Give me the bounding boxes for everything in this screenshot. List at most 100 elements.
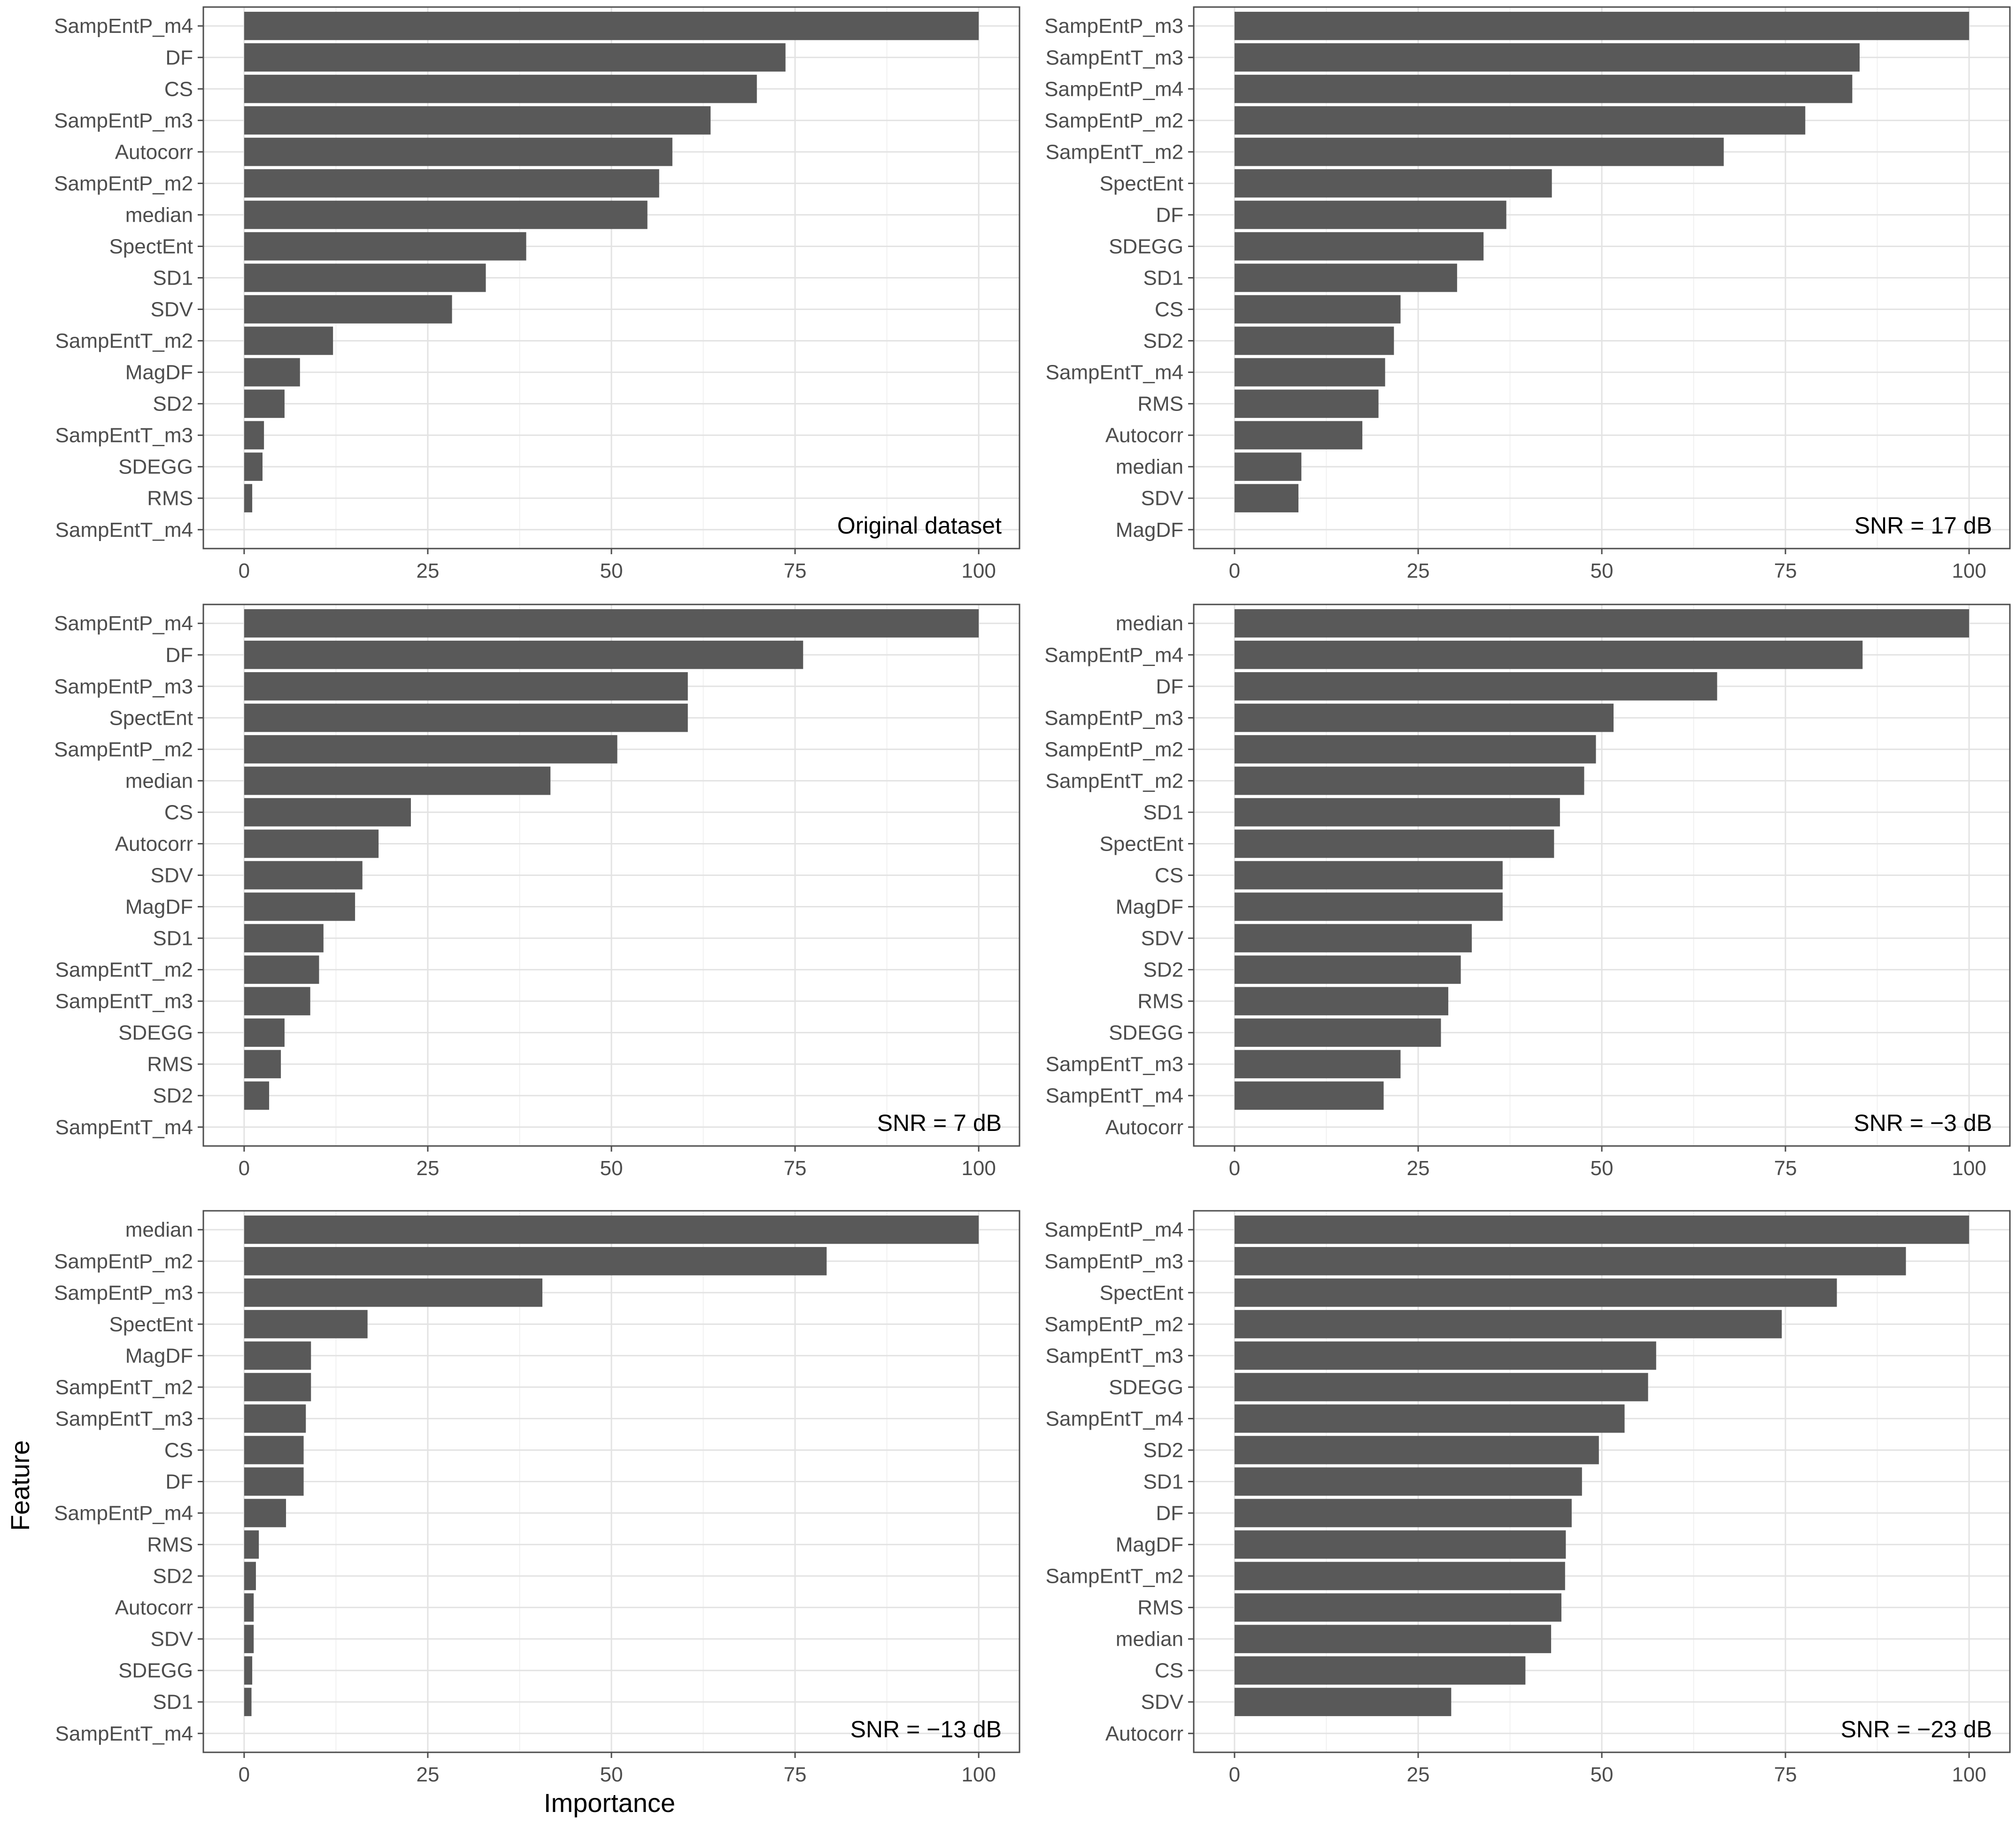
bar-SampEntT_m3 (1234, 1341, 1656, 1370)
bar-SampEntP_m2 (1234, 106, 1806, 135)
category-label: SDV (1141, 487, 1184, 510)
category-label: DF (165, 643, 193, 666)
category-label: SampEntP_m4 (54, 1502, 193, 1525)
category-label: SampEntT_m4 (55, 519, 193, 542)
x-tick-label: 100 (961, 559, 996, 582)
category-label: RMS (147, 487, 193, 510)
category-label: Autocorr (1105, 1722, 1183, 1745)
bar-median (244, 201, 648, 229)
category-label: RMS (1137, 1596, 1183, 1619)
bar-DF (1234, 201, 1506, 229)
panel-1: 0 25 50 75 100 SampEntP_m4 DF CS SampEntP_m3 Auto… (54, 6, 1020, 582)
category-label: SD1 (153, 1691, 193, 1714)
category-label: SDEGG (118, 1659, 193, 1682)
category-label: SampEntP_m4 (1044, 1218, 1183, 1241)
bar-SpectEnt (244, 232, 526, 261)
bar-SD1 (244, 1688, 252, 1716)
bar-SampEntP_m4 (1234, 1215, 1970, 1244)
bar-SDEGG (1234, 232, 1484, 261)
panel-label: SNR = −3 dB (1854, 1110, 1992, 1136)
bar-SampEntT_m2 (244, 955, 319, 984)
bar-SD1 (1234, 1467, 1582, 1496)
bar-SD1 (244, 263, 486, 292)
bar-SampEntT_m4 (1234, 358, 1385, 387)
category-label: DF (165, 46, 193, 69)
bar-DF (1234, 1499, 1572, 1527)
category-label: median (1116, 456, 1183, 479)
bar-CS (1234, 861, 1503, 890)
bar-SpectEnt (244, 1310, 368, 1339)
x-tick-label: 0 (239, 559, 250, 582)
bar-SampEntP_m2 (1234, 735, 1596, 764)
category-label: SD1 (1143, 267, 1183, 290)
panel-border (202, 1210, 1020, 1753)
category-label: SDEGG (1109, 1022, 1183, 1045)
panel-border (1193, 604, 2011, 1147)
bar-SampEntP_m3 (244, 1278, 542, 1307)
category-label: SampEntP_m3 (1044, 15, 1183, 38)
bar-DF (244, 1467, 304, 1496)
category-label: Autocorr (115, 832, 193, 855)
x-tick-label: 25 (416, 1763, 439, 1786)
bar-SD1 (1234, 798, 1560, 827)
category-label: SampEntP_m3 (1044, 1250, 1183, 1273)
bar-RMS (244, 1530, 259, 1559)
bar-SampEntT_m2 (1234, 1562, 1565, 1590)
bar-median (1234, 452, 1302, 481)
category-label: SampEntT_m3 (1046, 1344, 1183, 1367)
category-label: median (125, 769, 193, 792)
category-label: DF (1156, 675, 1183, 698)
bar-median (1234, 1625, 1552, 1653)
bar-SampEntP_m2 (244, 169, 659, 198)
category-label: median (125, 1218, 193, 1241)
category-label: SpectEnt (1099, 832, 1183, 855)
category-label: SampEntT_m2 (55, 330, 193, 353)
bar-SDV (1234, 484, 1298, 512)
x-tick-label: 0 (1229, 1763, 1240, 1786)
bar-SampEntT_m3 (244, 987, 310, 1015)
x-tick-label: 50 (1591, 1157, 1614, 1180)
category-label: SDV (1141, 1691, 1184, 1714)
x-tick-label: 50 (1591, 559, 1614, 582)
bar-SampEntP_m3 (244, 106, 711, 135)
category-label: SD1 (1143, 801, 1183, 824)
x-tick-label: 25 (1406, 1763, 1429, 1786)
panel-label: SNR = −13 dB (850, 1716, 1002, 1742)
bar-Autocorr (244, 138, 672, 166)
category-label: SampEntP_m2 (54, 738, 193, 761)
category-label: CS (164, 801, 193, 824)
bar-CS (244, 1436, 304, 1464)
x-tick-label: 100 (1952, 559, 1986, 582)
category-label: median (125, 203, 193, 226)
category-label: RMS (147, 1053, 193, 1076)
x-tick-label: 25 (1406, 1157, 1429, 1180)
bar-SampEntT_m4 (1234, 1081, 1384, 1110)
category-label: SampEntP_m4 (54, 612, 193, 635)
category-label: SD2 (153, 1084, 193, 1107)
category-label: SDEGG (1109, 235, 1183, 258)
bar-SD2 (1234, 1436, 1599, 1464)
panel-border (1193, 1210, 2011, 1753)
bar-RMS (244, 484, 253, 512)
x-tick-label: 100 (1952, 1763, 1986, 1786)
category-label: MagDF (125, 361, 193, 384)
y-axis-title: Feature (5, 1440, 35, 1531)
bar-SampEntT_m3 (1234, 43, 1860, 72)
bar-SampEntT_m2 (244, 326, 333, 355)
category-label: SampEntP_m4 (1044, 643, 1183, 666)
bar-SampEntT_m2 (1234, 766, 1584, 795)
bar-MagDF (1234, 892, 1503, 921)
category-label: MagDF (125, 1344, 193, 1367)
x-axis-title: Importance (544, 1788, 675, 1818)
bar-SampEntT_m2 (244, 1373, 311, 1401)
panel-label: SNR = −23 dB (1841, 1716, 1992, 1742)
bar-SpectEnt (1234, 1278, 1837, 1307)
bar-RMS (1234, 1593, 1561, 1622)
category-label: SD2 (1143, 959, 1183, 982)
x-tick-label: 50 (1591, 1763, 1614, 1786)
bar-SpectEnt (1234, 829, 1554, 858)
category-label: SampEntT_m2 (55, 959, 193, 982)
bar-MagDF (244, 892, 355, 921)
category-label: SDV (151, 864, 193, 887)
bar-MagDF (1234, 1530, 1566, 1559)
